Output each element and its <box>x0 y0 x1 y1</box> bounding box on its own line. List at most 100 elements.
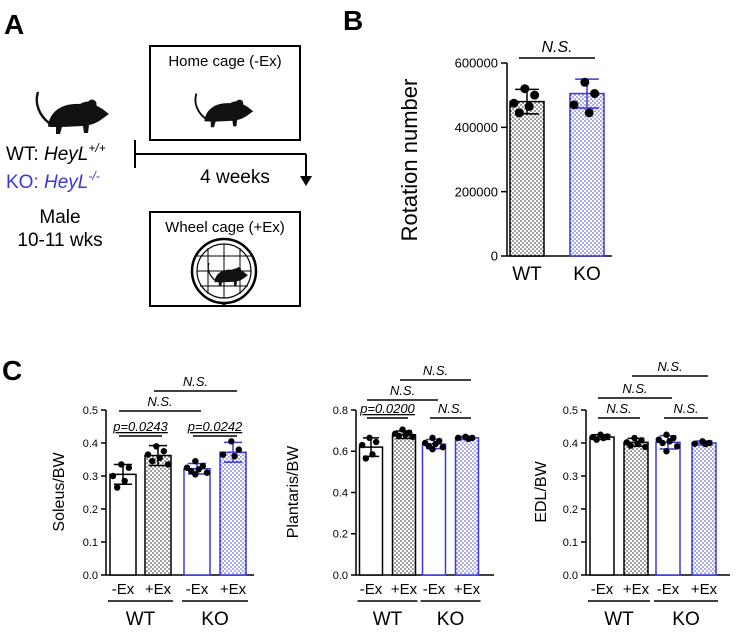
plantaris-data-point <box>399 426 406 433</box>
rotation-chart: 0 200000 400000 600000 Rotation number WT KO N.… <box>397 39 612 285</box>
plantaris-data-point <box>369 451 376 458</box>
plantaris-data-point <box>465 435 472 443</box>
edl-y-tick-label: 0.5 <box>563 405 578 417</box>
edl-data-point <box>702 440 709 448</box>
plantaris-significance-label: N.S. <box>390 383 415 398</box>
plantaris-group-label: WT <box>373 609 403 630</box>
soleus-y-tick-label: 0.5 <box>83 405 98 417</box>
edl-significance-label: N.S. <box>622 381 647 396</box>
plantaris-category-label: -Ex <box>360 581 383 598</box>
rotation-y-label: Rotation number <box>397 79 422 242</box>
plantaris-category-label: +Ex <box>454 581 481 598</box>
rotation-data-point <box>580 77 590 87</box>
soleus-y-tick-label: 0.0 <box>83 570 98 582</box>
edl-data-point <box>663 431 670 438</box>
edl-bar <box>589 436 615 576</box>
panel-c-label: C <box>2 355 22 386</box>
plantaris-y-tick-label: 0.2 <box>333 529 348 541</box>
home-cage-label: Home cage (-Ex) <box>168 53 281 70</box>
edl-data-point <box>631 434 638 442</box>
panel-a-label: A <box>4 9 24 40</box>
plantaris-y-label: Plantaris/BW <box>285 445 302 538</box>
plantaris-significance-label: N.S. <box>423 363 448 378</box>
panel-c: C 0.0 0.1 0.2 0.3 0.4 0.5 Soleus/BW -Ex +Ex -Ex +E… <box>2 355 730 630</box>
edl-data-point <box>642 443 649 451</box>
edl-group-label: WT <box>604 609 634 630</box>
edl-y-tick-label: 0.2 <box>563 504 578 516</box>
soleus-category-label: +Ex <box>220 581 247 598</box>
rotation-y-tick-label: 0 <box>491 249 498 264</box>
rotation-category-label: KO <box>573 264 600 285</box>
plantaris-data-point <box>358 441 366 449</box>
soleus-bar <box>144 454 172 576</box>
edl-data-point <box>663 448 670 455</box>
edl-significance-label: N.S. <box>606 401 631 416</box>
soleus-y-label: Soleus/BW <box>51 452 68 532</box>
wheel-cage-label: Wheel cage (+Ex) <box>165 219 285 236</box>
soleus-significance-label: p=0.0243 <box>112 419 168 434</box>
plantaris-data-point <box>429 445 436 453</box>
soleus-chart: 0.0 0.1 0.2 0.3 0.4 0.5 Soleus/BW -Ex +Ex -Ex +Ex W… <box>51 374 254 630</box>
soleus-data-point <box>113 484 121 491</box>
edl-y-tick-label: 0.0 <box>563 570 578 582</box>
rotation-data-point <box>530 90 540 100</box>
plantaris-y-tick-label: 0.0 <box>333 570 348 582</box>
plantaris-category-label: +Ex <box>391 581 418 598</box>
edl-y-tick-label: 0.1 <box>563 537 578 549</box>
edl-significance-label: N.S. <box>657 359 682 374</box>
sex-label: Male <box>39 207 80 228</box>
soleus-data-point <box>148 457 156 465</box>
soleus-data-point <box>203 469 211 476</box>
edl-y-tick-label: 0.4 <box>563 438 578 450</box>
soleus-data-point <box>231 453 238 460</box>
soleus-bar <box>219 451 247 576</box>
soleus-data-point <box>195 466 202 473</box>
plantaris-y-tick-label: 0.8 <box>333 405 348 417</box>
plantaris-data-point <box>454 434 462 442</box>
rotation-category-label: WT <box>512 264 542 285</box>
rotation-y-tick-label: 400000 <box>455 120 498 135</box>
soleus-data-point <box>156 454 163 462</box>
plantaris-data-point <box>372 438 380 446</box>
plantaris-bar <box>358 446 384 576</box>
edl-y-tick-label: 0.3 <box>563 471 578 483</box>
plantaris-data-point <box>439 443 447 451</box>
soleus-category-label: -Ex <box>112 581 135 598</box>
plantaris-data-point <box>432 440 439 448</box>
ko-genotype-label: KO: HeyL-/- <box>6 169 100 193</box>
soleus-data-point <box>153 443 160 450</box>
soleus-data-point <box>121 477 128 485</box>
rotation-data-point <box>509 98 519 108</box>
plantaris-data-point <box>362 455 370 462</box>
soleus-y-tick-label: 0.4 <box>83 438 98 450</box>
rotation-y-tick-label: 600000 <box>455 56 498 71</box>
plantaris-significance-label: N.S. <box>438 401 463 416</box>
panel-b-label: B <box>343 5 363 36</box>
soleus-y-tick-label: 0.3 <box>83 471 98 483</box>
soleus-data-point <box>164 461 172 468</box>
edl-category-label: -Ex <box>657 581 680 598</box>
edl-bar <box>623 441 649 576</box>
rotation-significance-label: N.S. <box>541 39 572 56</box>
edl-y-label: EDL/BW <box>533 460 550 522</box>
rotation-data-point <box>514 108 524 118</box>
plantaris-bar <box>454 437 480 576</box>
home-cage-box <box>149 45 301 141</box>
soleus-data-point <box>192 471 199 478</box>
rotation-y-tick-label: 200000 <box>455 184 498 199</box>
edl-data-point <box>593 436 600 443</box>
soleus-data-point <box>160 448 168 455</box>
soleus-data-point <box>192 457 199 465</box>
edl-chart: 0.0 0.1 0.2 0.3 0.4 0.5 EDL/BW -Ex +Ex -Ex +Ex WT KO… <box>533 359 730 630</box>
edl-data-point <box>674 443 681 450</box>
soleus-bar <box>183 467 211 576</box>
rotation-data-point <box>590 89 600 99</box>
soleus-data-point <box>118 461 125 468</box>
edl-data-point <box>600 434 607 442</box>
plantaris-bar <box>421 443 447 576</box>
plantaris-data-point <box>402 431 409 438</box>
plantaris-data-point <box>409 433 417 441</box>
edl-data-point <box>666 438 673 445</box>
plantaris-significance-label: p=0.0200 <box>359 401 415 416</box>
timeline-arrow-icon <box>300 176 312 186</box>
